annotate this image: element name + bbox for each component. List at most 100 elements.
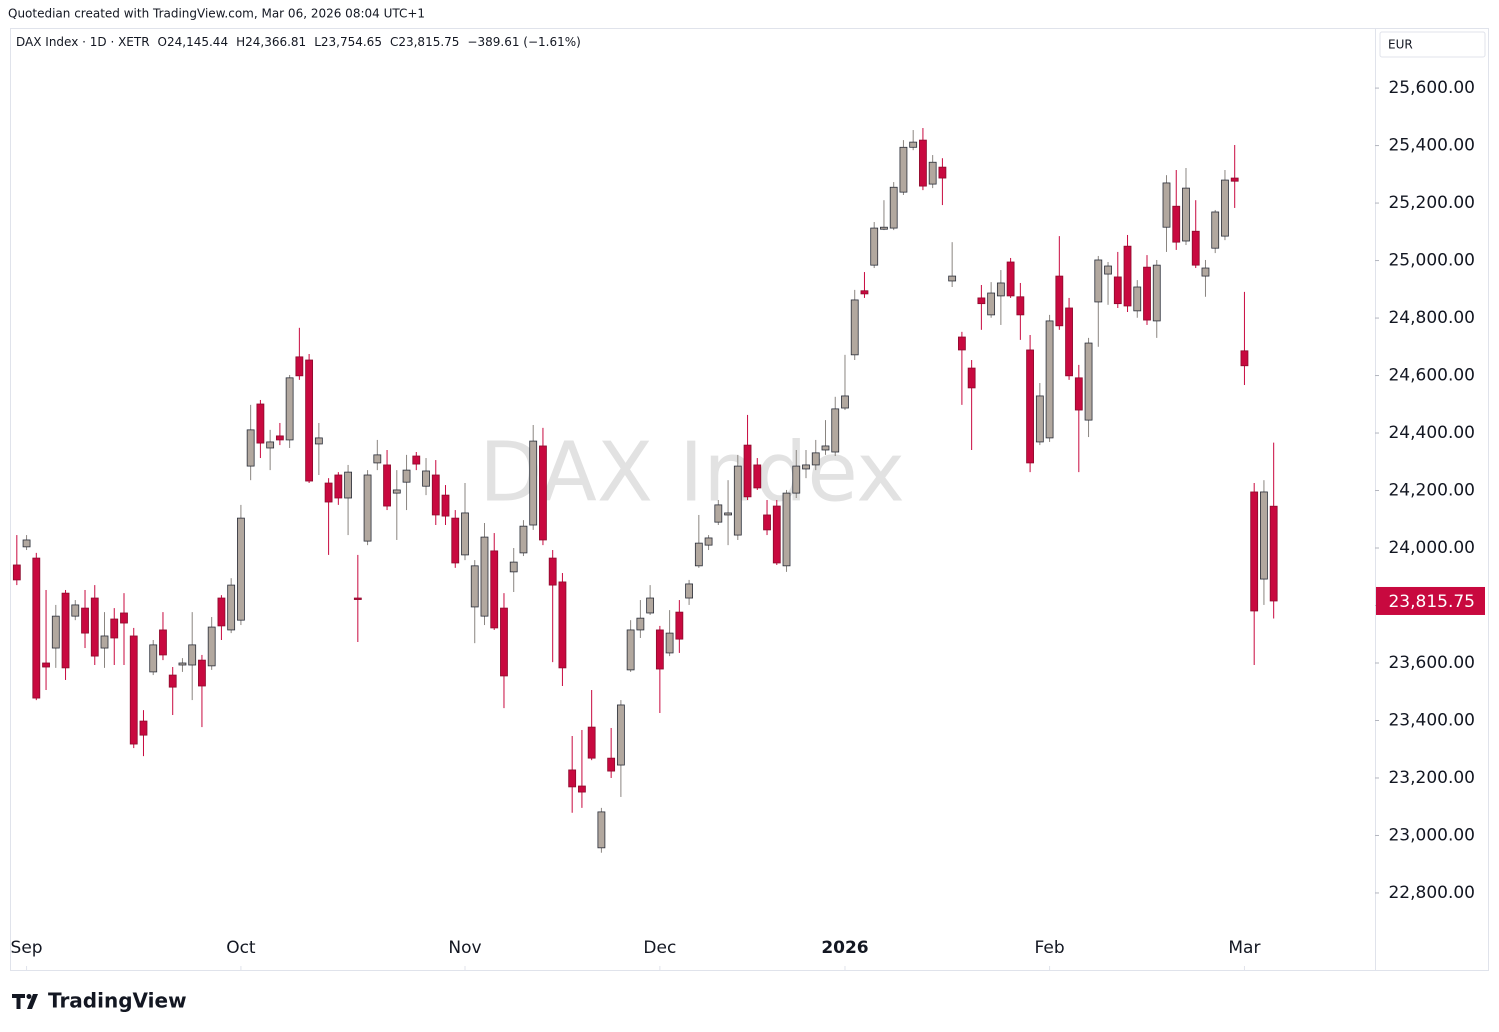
legend-field-value: 23,754.65 [321, 35, 382, 49]
candle-body [1016, 296, 1025, 316]
candle-body [889, 186, 898, 229]
candle-body [363, 474, 372, 542]
y-tick-label: 24,000.00 [1388, 538, 1475, 558]
candle-body [51, 615, 60, 649]
last-price-box [1376, 586, 1485, 615]
candle-body [1026, 349, 1034, 464]
candle-body [724, 512, 732, 516]
candle-body [831, 408, 840, 453]
candle-body [90, 597, 99, 657]
candle-body [665, 632, 674, 654]
candle-body [22, 539, 31, 548]
candle-body [782, 492, 791, 567]
candle-body [120, 612, 128, 624]
candle-body [1065, 307, 1073, 377]
logo-dot [26, 994, 32, 999]
candle-body [685, 583, 693, 599]
legend-text: DAX Index · 1D · XETR O24,145.44 H24,366.8… [16, 35, 581, 49]
candle-body [32, 557, 41, 699]
candle-body [948, 275, 957, 282]
candle-body [919, 139, 927, 187]
candle-body [860, 290, 869, 295]
x-tick-label: Nov [448, 938, 481, 958]
candle-body [558, 581, 567, 669]
y-tick-label: 23,400.00 [1388, 710, 1475, 730]
candle-body [1211, 211, 1220, 249]
candle-body [383, 464, 391, 507]
candle-body [899, 146, 908, 193]
legend-change: −389.61 (−1.61%) [467, 35, 580, 49]
candle-body [1045, 320, 1054, 439]
candle-body [753, 464, 762, 489]
candle-body [178, 662, 187, 666]
candle-body [1133, 286, 1142, 312]
brand-logo [12, 994, 38, 1009]
candle-body [967, 367, 976, 389]
legend-symbol: DAX Index · 1D · XETR [16, 35, 150, 49]
candle-body [841, 395, 849, 409]
candle-body [431, 474, 440, 516]
candle-body [305, 359, 314, 482]
candle-body [733, 465, 742, 536]
candle-body [1260, 491, 1268, 580]
candle-body [529, 440, 538, 526]
candle-body [626, 629, 635, 671]
candle-body [1084, 342, 1093, 421]
y-tick-label: 24,200.00 [1388, 481, 1475, 501]
candle-body [714, 504, 723, 523]
candle-body [1162, 182, 1171, 228]
candle-body [1191, 230, 1200, 266]
candle-body [256, 403, 265, 444]
candle-body [1221, 179, 1229, 237]
candle-body [422, 470, 430, 487]
y-tick-label: 23,200.00 [1388, 768, 1475, 788]
logo-v [27, 994, 38, 1009]
candle-body [977, 297, 986, 305]
candle-body [1230, 177, 1239, 182]
candle-body [909, 141, 918, 148]
candle-body [139, 720, 148, 736]
candle-body [772, 505, 781, 564]
candle-body [392, 489, 401, 494]
candle-body [928, 161, 937, 185]
candle-body [880, 226, 888, 230]
candle-body [100, 635, 109, 649]
candle-body [373, 454, 382, 464]
y-tick-label: 24,800.00 [1388, 308, 1475, 328]
candle-body [1143, 266, 1151, 321]
candle-body [1201, 267, 1210, 277]
legend-field-value: 23,815.75 [398, 35, 459, 49]
candle-body [763, 514, 771, 531]
candle-body [149, 644, 158, 673]
candle-body [42, 662, 50, 668]
x-tick-label: 2026 [821, 938, 868, 958]
candle-body [1240, 350, 1249, 367]
candle-body [938, 166, 947, 179]
legend-field-label: L [314, 35, 321, 49]
candle-body [110, 618, 119, 639]
candle-body [1074, 377, 1083, 411]
last-price-label: 23,815.75 [1388, 592, 1475, 612]
candle-body [704, 537, 713, 546]
candle-body [519, 525, 528, 554]
x-tick-label: Mar [1228, 938, 1260, 958]
candle-body [207, 626, 216, 667]
candle-body [850, 299, 859, 356]
legend-field-label: H [236, 35, 245, 49]
candle-body [480, 536, 489, 617]
candle-body [1035, 395, 1044, 443]
legend: DAX Index · 1D · XETR O24,145.44 H24,366.8… [16, 35, 581, 49]
candle-body [996, 282, 1005, 297]
y-tick-label: 25,400.00 [1388, 136, 1475, 156]
candle-body [227, 584, 236, 631]
candle-body [587, 726, 596, 759]
y-tick-label: 25,600.00 [1388, 78, 1475, 98]
candle-body [870, 227, 879, 266]
legend-field-label: C [390, 35, 398, 49]
candle-body [636, 617, 645, 631]
candle-body [295, 356, 304, 377]
candle-body [821, 445, 830, 451]
legend-field-label: O [158, 35, 167, 49]
candle-body [539, 445, 547, 541]
